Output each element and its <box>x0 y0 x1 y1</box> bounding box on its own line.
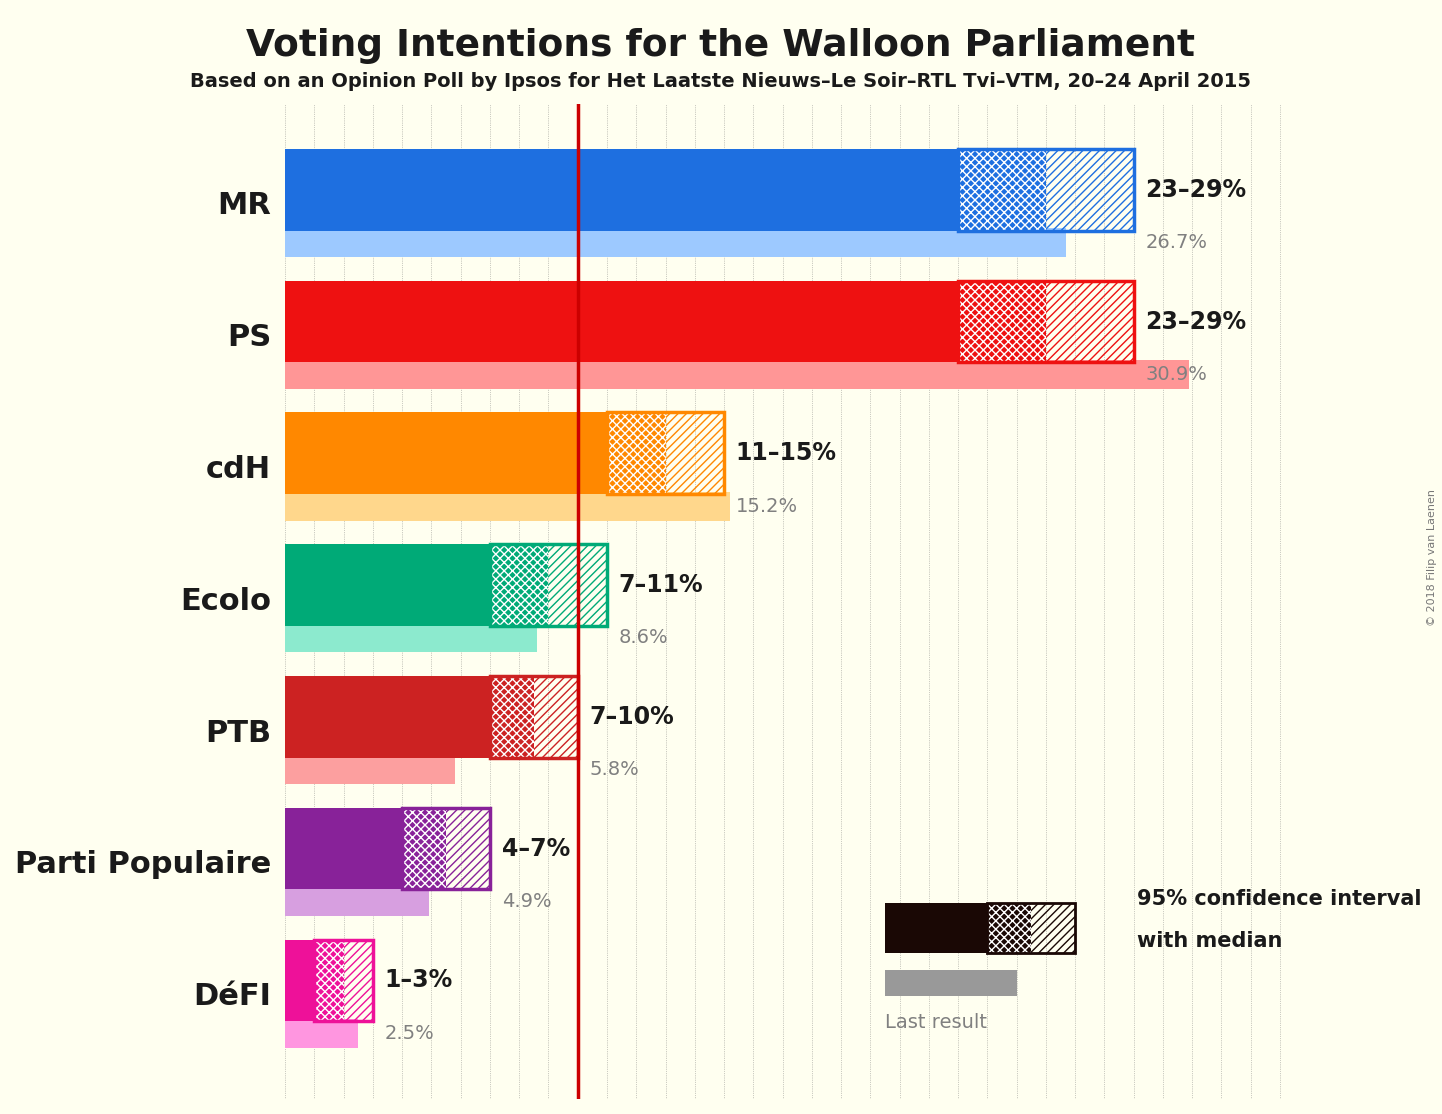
Bar <box>286 808 402 889</box>
Bar <box>1045 281 1133 362</box>
Bar <box>286 624 536 653</box>
Bar <box>286 149 957 231</box>
Bar <box>885 970 1017 996</box>
Text: 7–10%: 7–10% <box>590 705 675 729</box>
Bar <box>490 676 578 758</box>
Bar <box>286 491 730 520</box>
Bar <box>286 676 490 758</box>
Bar <box>286 1018 358 1047</box>
Text: 23–29%: 23–29% <box>1145 178 1246 202</box>
Text: 5.8%: 5.8% <box>590 760 639 779</box>
Bar <box>490 676 534 758</box>
Bar <box>957 149 1045 231</box>
Bar <box>286 281 957 362</box>
Text: © 2018 Filip van Laenen: © 2018 Filip van Laenen <box>1428 489 1436 625</box>
Bar <box>343 939 373 1022</box>
Text: 95% confidence interval: 95% confidence interval <box>1136 889 1422 909</box>
Bar <box>286 228 1067 257</box>
Text: 7–11%: 7–11% <box>619 573 704 597</box>
Bar <box>988 902 1076 952</box>
Bar <box>607 412 724 495</box>
Bar <box>286 755 454 784</box>
Bar <box>402 808 446 889</box>
Bar <box>957 281 1045 362</box>
Bar <box>885 902 988 952</box>
Bar <box>957 149 1133 231</box>
Bar <box>286 545 490 626</box>
Bar <box>286 939 314 1022</box>
Bar <box>534 676 578 758</box>
Bar <box>988 902 1031 952</box>
Bar <box>490 545 548 626</box>
Text: Based on an Opinion Poll by Ipsos for Het Laatste Nieuws–Le Soir–RTL Tvi–VTM, 20: Based on an Opinion Poll by Ipsos for He… <box>190 72 1252 91</box>
Text: 23–29%: 23–29% <box>1145 310 1246 333</box>
Text: 11–15%: 11–15% <box>735 441 836 466</box>
Bar <box>1045 149 1133 231</box>
Bar <box>490 545 607 626</box>
Bar <box>402 808 490 889</box>
Text: Last result: Last result <box>885 1013 986 1032</box>
Bar <box>490 676 534 758</box>
Text: with median: with median <box>1136 931 1282 951</box>
Text: Voting Intentions for the Walloon Parliament: Voting Intentions for the Walloon Parlia… <box>247 28 1195 63</box>
Bar <box>607 412 666 495</box>
Bar <box>446 808 490 889</box>
Bar <box>957 281 1133 362</box>
Bar <box>1031 902 1076 952</box>
Bar <box>314 939 343 1022</box>
Text: 4–7%: 4–7% <box>502 837 570 861</box>
Text: 4.9%: 4.9% <box>502 892 551 911</box>
Bar <box>548 545 607 626</box>
Text: 2.5%: 2.5% <box>385 1024 434 1043</box>
Bar <box>666 412 724 495</box>
Bar <box>314 939 343 1022</box>
Text: 1–3%: 1–3% <box>385 968 453 993</box>
Bar <box>314 939 373 1022</box>
Bar <box>988 902 1031 952</box>
Text: 15.2%: 15.2% <box>735 497 797 516</box>
Bar <box>286 887 428 916</box>
Bar <box>957 281 1045 362</box>
Text: 8.6%: 8.6% <box>619 628 668 647</box>
Bar <box>286 360 1190 389</box>
Bar <box>607 412 666 495</box>
Bar <box>286 412 607 495</box>
Bar <box>490 545 548 626</box>
Bar <box>957 149 1045 231</box>
Text: 26.7%: 26.7% <box>1145 233 1207 252</box>
Text: 30.9%: 30.9% <box>1145 364 1207 383</box>
Bar <box>402 808 446 889</box>
